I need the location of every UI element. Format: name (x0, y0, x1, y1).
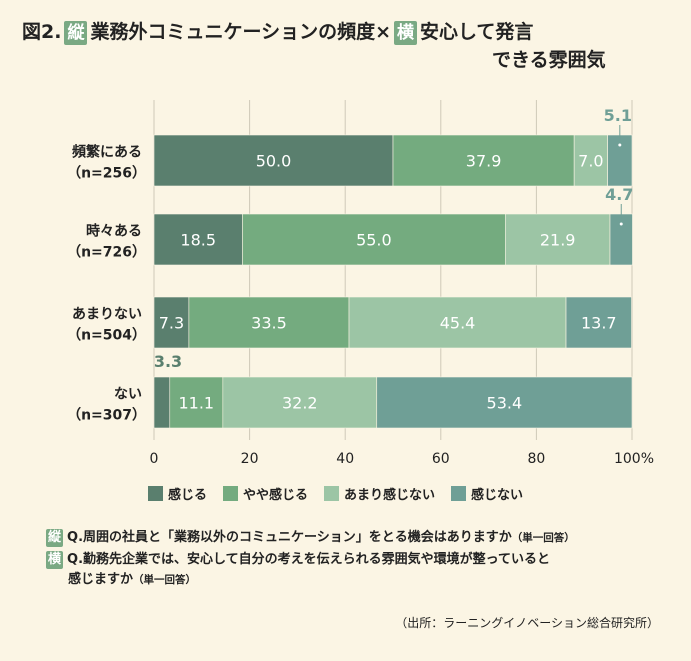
yoko-question-badge: 横 (46, 551, 64, 569)
legend-label: やや感じる (243, 488, 309, 503)
callout-dot (618, 221, 624, 227)
x-tick-label: 0 (150, 451, 159, 467)
data-label: 7.3 (159, 314, 184, 333)
bar-segment (376, 376, 633, 429)
source-note: （出所：ラーニングイノベーション総合研究所） (395, 616, 659, 630)
yoko-badge: 横 (394, 21, 417, 45)
data-label: 11.1 (178, 394, 214, 413)
question-1-note: （単一回答） (511, 532, 575, 544)
legend-item: 感じない (451, 484, 523, 503)
data-label: 18.5 (180, 231, 216, 250)
legend-item: あまり感じない (324, 484, 435, 503)
data-label: 45.4 (440, 314, 476, 333)
data-label-callout: 4.7 (605, 185, 633, 204)
bar-segment (348, 296, 567, 349)
data-label: 55.0 (356, 231, 392, 250)
data-label: 50.0 (256, 152, 292, 171)
data-label: 53.4 (487, 394, 523, 413)
bar-segment (222, 376, 378, 429)
legend-label: あまり感じない (344, 488, 436, 503)
bar-segment (573, 134, 608, 187)
bar-segment (169, 376, 224, 429)
x-tick-label: 60 (432, 451, 450, 467)
category-n-label: （n=307） (67, 408, 146, 424)
bar-segment (153, 213, 243, 266)
legend-swatch (324, 486, 340, 501)
category-n-label: （n=504） (67, 328, 146, 344)
bar-segment (392, 134, 575, 187)
x-tick-label: 100% (614, 451, 654, 467)
bar-segment (153, 376, 171, 429)
bar-segment (565, 296, 632, 349)
figure-number: 図2. (22, 21, 62, 43)
data-label-callout: 3.3 (154, 352, 182, 371)
bar-segment (188, 296, 350, 349)
category-label: 頻繁にある (72, 144, 142, 161)
bar-segment (505, 213, 611, 266)
bar-segment (242, 213, 506, 266)
question-2-note: （単一回答） (133, 574, 197, 586)
data-label: 37.9 (466, 152, 502, 171)
data-label: 21.9 (540, 231, 576, 250)
category-n-label: （n=726） (67, 245, 146, 261)
yoko-title-text-1: 安心して発言 (420, 21, 534, 43)
legend-item: 感じる (148, 484, 207, 503)
legend: 感じる やや感じる あまり感じない 感じない (148, 484, 523, 503)
stacked-bar-chart: 0 20 40 60 80 100% 頻繁にある （n=256） 時々ある （n=726） あまりな… (67, 100, 654, 467)
question-2: 横 Q.勤務先企業では、安心して自分の考えを伝えられる雰囲気や環境が整っていると … (46, 550, 666, 590)
yoko-title-text-2: できる雰囲気 (492, 49, 606, 71)
data-label: 33.5 (251, 314, 287, 333)
legend-label: 感じない (471, 488, 524, 503)
tate-question-badge: 縦 (46, 529, 64, 547)
data-label: 32.2 (282, 394, 318, 413)
callout-dot (617, 142, 623, 148)
legend-swatch (223, 486, 239, 501)
x-tick-label: 40 (336, 451, 354, 467)
question-1-text: Q.周囲の社員と「業務以外のコミュニケーション」をとる機会はありますか (67, 530, 512, 545)
legend-label: 感じる (168, 488, 208, 503)
legend-swatch (148, 486, 163, 501)
data-label: 13.7 (581, 314, 617, 333)
legend-item: やや感じる (223, 484, 308, 503)
category-n-label: （n=256） (67, 166, 146, 182)
category-label: ない (114, 387, 142, 403)
question-notes: 縦 Q.周囲の社員と「業務以外のコミュニケーション」をとる機会はありますか（単一回… (46, 528, 666, 592)
x-tick-label: 80 (527, 451, 545, 467)
data-label: 7.0 (578, 152, 603, 171)
category-label: あまりない (72, 307, 142, 323)
legend-swatch (451, 486, 467, 501)
category-label: 時々ある (86, 223, 142, 240)
question-2-text-1: Q.勤務先企業では、安心して自分の考えを伝えられる雰囲気や環境が整っていると (67, 552, 550, 567)
question-1: 縦 Q.周囲の社員と「業務以外のコミュニケーション」をとる機会はありますか（単一回… (46, 528, 666, 548)
bar-segment (153, 296, 190, 349)
data-label-callout: 5.1 (604, 106, 632, 125)
tate-badge: 縦 (64, 21, 88, 45)
tate-title-text: 業務外コミュニケーションの頻度× (90, 21, 391, 43)
question-2-text-2: 感じますか (68, 572, 134, 587)
chart-title: 図2. 縦業務外コミュニケーションの頻度× 横安心して発言 できる雰囲気 (22, 18, 672, 74)
x-tick-label: 20 (241, 451, 259, 467)
